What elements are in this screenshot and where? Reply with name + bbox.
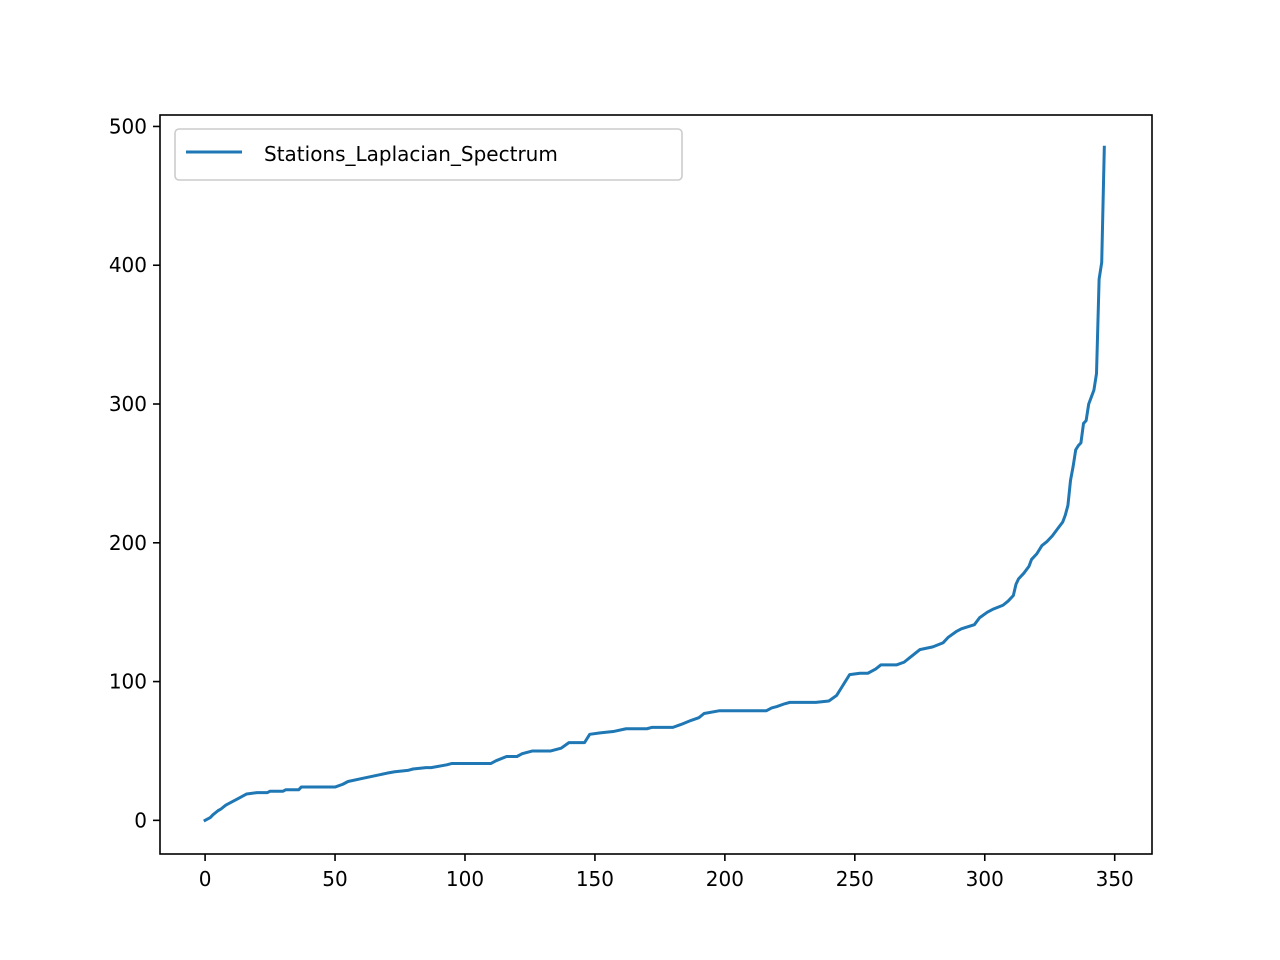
x-tick-label: 250: [836, 867, 874, 891]
y-tick-label: 200: [109, 531, 147, 555]
x-ticks: 0 50 100 150 200 250 300 350: [199, 854, 1134, 891]
y-tick-label: 100: [109, 670, 147, 694]
x-tick-label: 150: [576, 867, 614, 891]
legend: Stations_Laplacian_Spectrum: [174, 128, 683, 181]
y-ticks: 0 100 200 300 400 500: [109, 114, 160, 832]
x-tick-label: 50: [322, 867, 347, 891]
x-tick-label: 200: [706, 867, 744, 891]
legend-label: Stations_Laplacian_Spectrum: [264, 142, 558, 166]
x-tick-label: 350: [1096, 867, 1134, 891]
x-tick-label: 0: [199, 867, 212, 891]
x-tick-label: 300: [966, 867, 1004, 891]
y-tick-label: 300: [109, 392, 147, 416]
x-tick-label: 100: [446, 867, 484, 891]
plot-frame: [159, 114, 1153, 855]
y-tick-label: 500: [109, 114, 147, 138]
y-tick-label: 0: [134, 808, 147, 832]
legend-box: [174, 128, 683, 181]
series-line: [203, 145, 1106, 823]
y-tick-label: 400: [109, 253, 147, 277]
